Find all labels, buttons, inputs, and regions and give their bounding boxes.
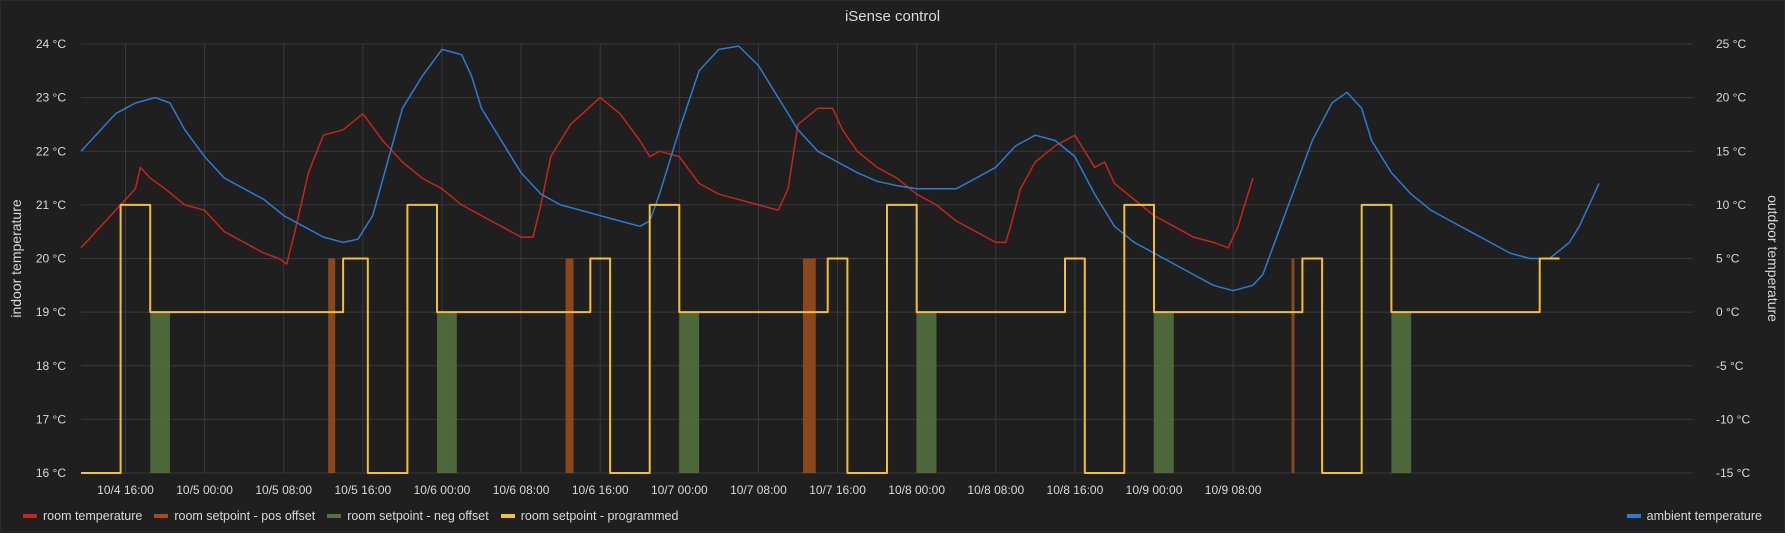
x-tick-label: 10/6 08:00 xyxy=(493,483,550,497)
y-axis-label-right: outdoor temperature xyxy=(1765,195,1781,322)
neg-offset-band xyxy=(1154,312,1174,473)
room-temperature-line xyxy=(80,96,1254,265)
y-tick-left: 23 °C xyxy=(36,91,66,105)
legend-item[interactable]: room temperature xyxy=(23,509,142,523)
y-tick-left: 17 °C xyxy=(36,412,66,426)
x-tick-label: 10/7 00:00 xyxy=(651,483,708,497)
x-tick-label: 10/5 16:00 xyxy=(334,483,391,497)
legend-label: room temperature xyxy=(43,509,143,523)
y-tick-right: 25 °C xyxy=(1716,37,1746,51)
y-tick-left: 19 °C xyxy=(36,305,66,319)
legend-swatch xyxy=(23,514,37,518)
y-tick-left: 24 °C xyxy=(36,37,66,51)
legend-swatch xyxy=(500,514,515,518)
x-tick-label: 10/7 16:00 xyxy=(809,483,866,497)
y-tick-right: -10 °C xyxy=(1716,412,1750,426)
y-tick-right: -15 °C xyxy=(1716,466,1750,480)
legend-label: room setpoint - neg offset xyxy=(347,509,489,523)
legend-swatch xyxy=(154,514,169,518)
x-tick-label: 10/6 00:00 xyxy=(414,483,471,497)
x-tick-label: 10/8 00:00 xyxy=(888,483,945,497)
x-tick-label: 10/7 08:00 xyxy=(730,483,787,497)
y-tick-left: 16 °C xyxy=(36,466,66,480)
x-tick-label: 10/6 16:00 xyxy=(572,483,629,497)
pos-offset-band xyxy=(1291,258,1295,473)
pos-offset-band xyxy=(802,258,816,473)
legend-left: room temperature room setpoint - pos offs… xyxy=(23,509,678,523)
neg-offset-band xyxy=(437,312,457,473)
legend-label: ambient temperature xyxy=(1646,509,1762,523)
legend-item[interactable]: room setpoint - pos offset xyxy=(154,509,315,523)
x-tick-label: 10/4 16:00 xyxy=(97,483,154,497)
y-tick-left: 22 °C xyxy=(36,144,66,158)
panel-title: iSense control xyxy=(844,8,941,25)
y-tick-right: 20 °C xyxy=(1716,91,1746,105)
x-tick-label: 10/9 00:00 xyxy=(1126,483,1183,497)
neg-offset-band xyxy=(679,312,700,473)
x-tick-label: 10/5 00:00 xyxy=(176,483,233,497)
x-tick-label: 10/9 08:00 xyxy=(1205,483,1262,497)
y-axis-label-left: indoor temperature xyxy=(8,199,24,318)
neg-offset-band xyxy=(916,312,937,473)
legend-label: room setpoint - pos offset xyxy=(174,509,316,523)
y-tick-left: 20 °C xyxy=(36,252,66,266)
legend-swatch xyxy=(327,514,342,518)
pos-offset-band xyxy=(565,258,574,473)
legend-right: ambient temperature xyxy=(1626,509,1762,523)
legend-item[interactable]: room setpoint - neg offset xyxy=(327,509,489,523)
legend-right-item[interactable]: ambient temperature xyxy=(1626,509,1762,523)
neg-offset-band xyxy=(150,312,171,473)
programmed-setpoint-line xyxy=(81,203,1560,474)
y-tick-left: 21 °C xyxy=(36,198,66,212)
x-tick-label: 10/5 08:00 xyxy=(255,483,312,497)
pos-offset-band xyxy=(328,258,336,473)
legend-item[interactable]: room setpoint - programmed xyxy=(500,509,679,523)
y-tick-right: 15 °C xyxy=(1716,144,1746,158)
legend-label: room setpoint - programmed xyxy=(520,509,679,523)
neg-offset-band xyxy=(1391,312,1412,473)
x-tick-label: 10/8 08:00 xyxy=(967,483,1024,497)
legend-swatch xyxy=(1626,514,1641,518)
y-tick-right: 10 °C xyxy=(1716,198,1746,212)
x-tick-label: 10/8 16:00 xyxy=(1047,483,1104,497)
y-tick-left: 18 °C xyxy=(36,359,66,373)
y-tick-right: 5 °C xyxy=(1716,252,1740,266)
y-tick-right: 0 °C xyxy=(1716,305,1740,319)
y-tick-right: -5 °C xyxy=(1716,359,1744,373)
ambient-temperature-line xyxy=(80,45,1600,292)
